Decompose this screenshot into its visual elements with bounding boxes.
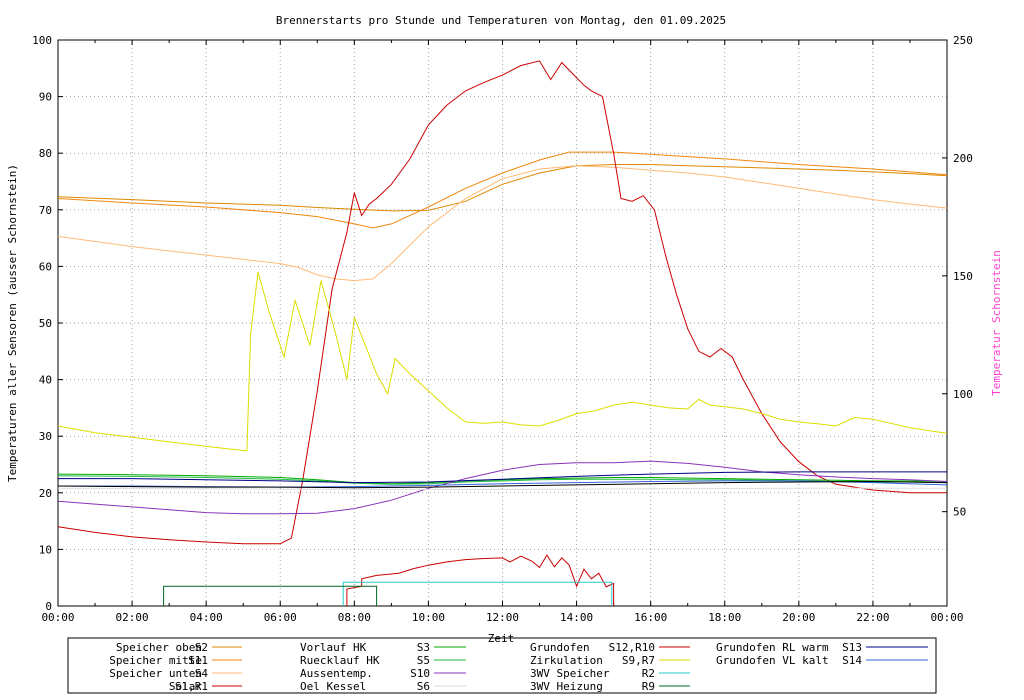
x-tick-label: 10:00 (412, 611, 445, 624)
x-tick-label: 22:00 (856, 611, 889, 624)
y-axis-label: Temperaturen aller Sensoren (ausser Scho… (6, 164, 19, 482)
x-tick-label: 04:00 (190, 611, 223, 624)
series-line-speicher-mitte (57, 151, 948, 229)
legend-entry-name: Grundofen VL kalt (716, 654, 829, 667)
series-line-speicher-oben (57, 164, 948, 212)
series-line-grundofen-rl-warm (58, 471, 947, 484)
legend-entry-sensor: S13 (842, 641, 862, 654)
y-tick-label: 0 (45, 600, 52, 613)
legend-entry-sensor: S1,R1 (175, 680, 208, 693)
legend-entry-name: Speicher unten (109, 667, 202, 680)
x-tick-label: 06:00 (264, 611, 297, 624)
y-tick-label: 60 (39, 260, 52, 273)
series-line-aussentemp (57, 460, 948, 515)
legend-entry-sensor: S6 (417, 680, 430, 693)
legend-entry-name: Oel Kessel (300, 680, 366, 693)
series-line-grundofen (346, 554, 615, 606)
legend-entry-name: Aussentemp. (300, 667, 373, 680)
y-tick-label: 30 (39, 430, 52, 443)
legend-entry-name: Ruecklauf HK (300, 654, 380, 667)
legend-entry-sensor: R2 (642, 667, 655, 680)
series-line-grundofen-black (57, 480, 948, 489)
x-tick-label: 18:00 (708, 611, 741, 624)
legend-entry-name: 3WV Speicher (530, 667, 610, 680)
legend-entry-sensor: S5 (417, 654, 430, 667)
legend-entry-name: Speicher mitte (109, 654, 202, 667)
y2-tick-label: 100 (953, 388, 973, 401)
chart-title: Brennerstarts pro Stunde und Temperature… (276, 14, 726, 27)
legend-entry-name: Zirkulation (530, 654, 603, 667)
legend-entry-sensor: S12,R10 (609, 641, 655, 654)
x-tick-label: 12:00 (486, 611, 519, 624)
legend-entry-sensor: S2 (195, 641, 208, 654)
legend-entry-sensor: S10 (410, 667, 430, 680)
y-tick-label: 80 (39, 147, 52, 160)
y-tick-label: 70 (39, 204, 52, 217)
grid (58, 40, 947, 606)
legend-entry-sensor: R9 (642, 680, 655, 693)
legend-entry-name: Grundofen (530, 641, 590, 654)
y2-axis-label: Temperatur Schornstein (990, 250, 1003, 396)
series-line-3wv-heizung (163, 585, 378, 606)
y2-tick-label: 150 (953, 270, 973, 283)
x-tick-label: 00:00 (41, 611, 74, 624)
series-line-vorlauf-hk (57, 473, 948, 485)
legend-entry-sensor: S11 (188, 654, 208, 667)
legend-box (67, 637, 937, 694)
x-tick-label: 16:00 (634, 611, 667, 624)
legend-entry-sensor: S4 (195, 667, 209, 680)
x-tick-label: 00:00 (930, 611, 963, 624)
x-tick-label: 20:00 (782, 611, 815, 624)
legend-entry-name: Vorlauf HK (300, 641, 367, 654)
series-group (57, 60, 948, 606)
y-tick-label: 50 (39, 317, 52, 330)
legend-entry-sensor: S3 (417, 641, 430, 654)
x-tick-label: 14:00 (560, 611, 593, 624)
legend-entry-sensor: S14 (842, 654, 862, 667)
series-line-zirkulation (57, 271, 948, 452)
y-tick-label: 90 (39, 91, 52, 104)
legend-entry-name: Grundofen RL warm (716, 641, 829, 654)
y-tick-label: 20 (39, 487, 52, 500)
legend-entry-name: Speicher oben (116, 641, 202, 654)
series-line-speicher-unten (57, 165, 948, 282)
series-line-3wv-speicher (342, 581, 613, 606)
axis-ticks: 00:00 02:00 04:00 06:00 08:00 10:00 12:00 14:00… (32, 34, 973, 624)
y2-tick-label: 250 (953, 34, 973, 47)
x-tick-label: 02:00 (116, 611, 149, 624)
series-line-oel-kessel (57, 487, 947, 490)
y2-tick-label: 200 (953, 152, 973, 165)
y2-tick-label: 50 (953, 506, 966, 519)
legend-entry-sensor: S9,R7 (622, 654, 655, 667)
y-tick-label: 10 (39, 543, 52, 556)
legend-entry-name: Solar (169, 680, 202, 693)
legend-entry-name: 3WV Heizung (530, 680, 603, 693)
y-tick-label: 40 (39, 374, 52, 387)
y-tick-label: 100 (32, 34, 52, 47)
series-line-solar (57, 60, 947, 545)
x-tick-label: 08:00 (338, 611, 371, 624)
